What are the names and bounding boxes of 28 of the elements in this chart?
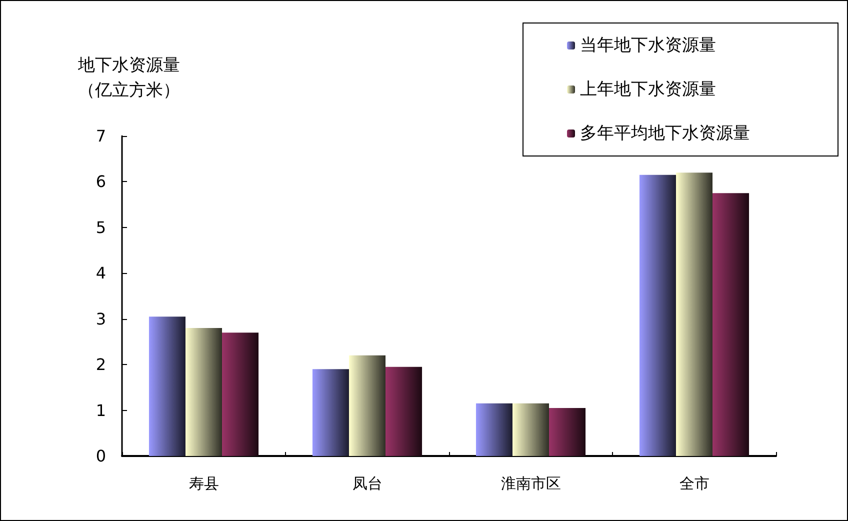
bar [386, 366, 422, 456]
y-tick-label: 5 [96, 218, 106, 237]
y-tick-label: 3 [96, 309, 106, 328]
y-tick-label: 7 [96, 126, 106, 146]
y-tick-label: 6 [96, 172, 106, 192]
x-tick-label: 凤台 [352, 474, 382, 492]
y-tick-label: 2 [96, 355, 106, 374]
legend-label: 多年平均地下水资源量 [580, 124, 750, 144]
bar [348, 355, 386, 456]
bar [222, 332, 259, 456]
y-axis-title: 地下水资源量（亿立方米） [77, 56, 180, 100]
legend-label: 上年地下水资源量 [580, 80, 716, 100]
bar [512, 403, 550, 456]
bar [312, 369, 349, 456]
bar [148, 316, 186, 456]
bar [476, 403, 512, 456]
y-tick-label: 4 [96, 264, 106, 283]
y-tick-label: 1 [96, 400, 106, 420]
bar [712, 193, 750, 456]
bar [639, 174, 676, 456]
y-tick-label: 0 [96, 446, 106, 466]
x-tick-label: 全市 [679, 474, 710, 492]
bar [676, 172, 713, 456]
x-tick-label: 寿县 [188, 474, 219, 492]
bar [549, 408, 586, 456]
legend-label: 当年地下水资源量 [580, 36, 716, 56]
x-tick-label: 淮南市区 [500, 474, 561, 492]
bar [185, 328, 222, 456]
